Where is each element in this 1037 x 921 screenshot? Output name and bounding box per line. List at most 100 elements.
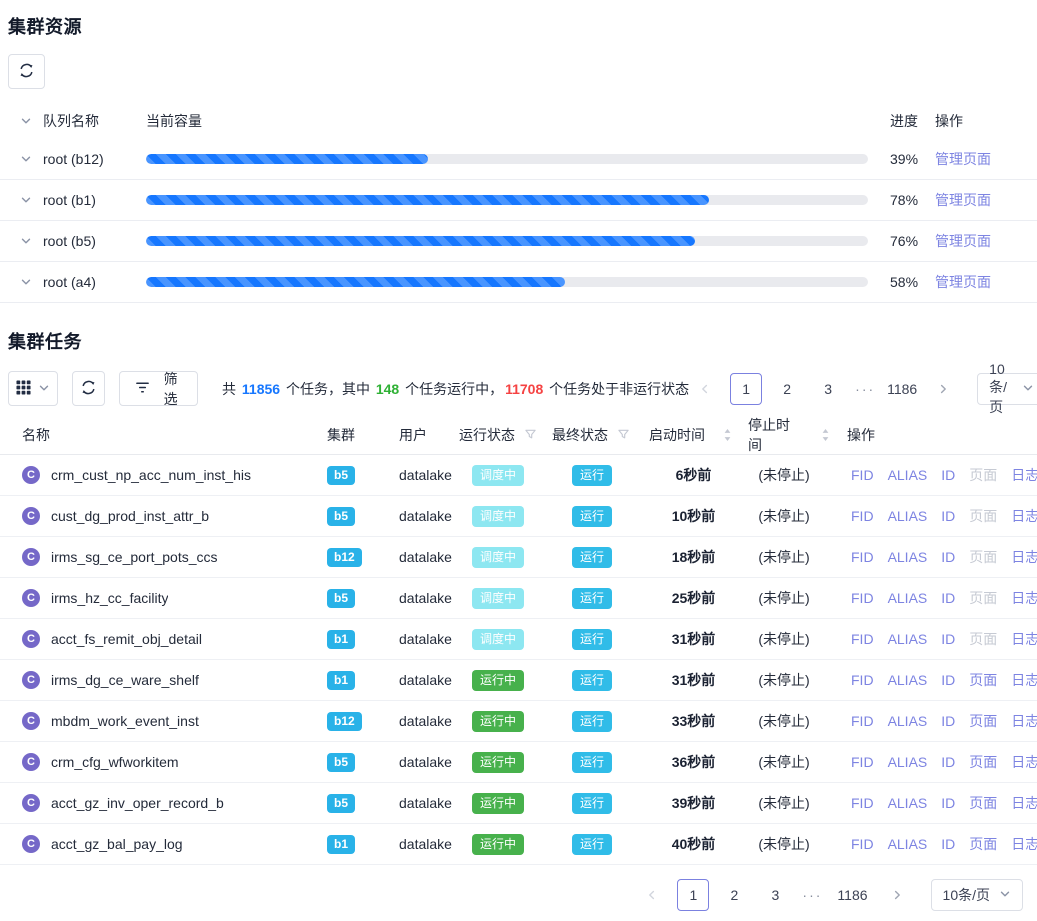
avatar: C: [22, 466, 40, 484]
column-config-button[interactable]: [8, 371, 58, 406]
op-fid-link[interactable]: FID: [851, 631, 874, 647]
cluster-badge: b1: [327, 834, 356, 854]
op-page-link[interactable]: 页面: [969, 754, 998, 770]
manage-page-link[interactable]: 管理页面: [935, 233, 991, 249]
start-time-cell: 40秒前: [671, 836, 716, 852]
avatar: C: [22, 794, 40, 812]
manage-page-link[interactable]: 管理页面: [935, 274, 991, 290]
prev-page-button[interactable]: [689, 373, 721, 405]
start-time-sorter-icon[interactable]: [723, 428, 732, 442]
op-id-link[interactable]: ID: [941, 836, 956, 852]
op-id-link[interactable]: ID: [941, 795, 956, 811]
avatar: C: [22, 671, 40, 689]
run-status-badge: 调度中: [472, 628, 525, 650]
run-status-badge: 调度中: [472, 546, 525, 568]
page-button-3[interactable]: 3: [824, 380, 833, 397]
page-button-2[interactable]: 2: [783, 380, 792, 397]
op-alias-link[interactable]: ALIAS: [887, 754, 928, 770]
summary-running-count: 148: [375, 380, 400, 397]
page-size-select[interactable]: 10条/页: [977, 361, 1037, 415]
grid-icon: [16, 379, 31, 398]
col-queue-name: 队列名称: [43, 113, 99, 129]
op-fid-link[interactable]: FID: [851, 508, 874, 524]
op-fid-link[interactable]: FID: [851, 836, 874, 852]
op-alias-link[interactable]: ALIAS: [887, 631, 928, 647]
page-button-3[interactable]: 3: [771, 887, 780, 903]
op-log-link[interactable]: 日志: [1011, 713, 1037, 729]
op-fid-link[interactable]: FID: [851, 590, 874, 606]
manage-page-link[interactable]: 管理页面: [935, 151, 991, 167]
op-alias-link[interactable]: ALIAS: [887, 467, 928, 483]
chevron-right-icon: [937, 383, 949, 395]
page-button-1[interactable]: 1: [730, 372, 763, 405]
op-alias-link[interactable]: ALIAS: [887, 672, 928, 688]
op-fid-link[interactable]: FID: [851, 467, 874, 483]
expand-chevron-icon[interactable]: [20, 276, 32, 288]
page-ellipsis[interactable]: ···: [802, 887, 823, 903]
op-log-link[interactable]: 日志: [1011, 508, 1037, 524]
cluster-badge: b5: [327, 465, 356, 485]
op-fid-link[interactable]: FID: [851, 795, 874, 811]
op-page-link[interactable]: 页面: [969, 713, 998, 729]
op-log-link[interactable]: 日志: [1011, 836, 1037, 852]
op-id-link[interactable]: ID: [941, 549, 956, 565]
next-page-button[interactable]: [881, 879, 913, 911]
expand-all-chevron-icon[interactable]: [20, 115, 32, 127]
next-page-button[interactable]: [927, 373, 959, 405]
op-id-link[interactable]: ID: [941, 754, 956, 770]
page-button-last[interactable]: 1186: [887, 380, 918, 397]
op-id-link[interactable]: ID: [941, 590, 956, 606]
op-page-link[interactable]: 页面: [969, 795, 998, 811]
task-table-row: C crm_cfg_wfworkitem b5 datalake 运行中 运行 …: [0, 742, 1037, 783]
op-id-link[interactable]: ID: [941, 508, 956, 524]
op-alias-link[interactable]: ALIAS: [887, 795, 928, 811]
final-status-filter-funnel-icon[interactable]: [617, 428, 630, 441]
op-log-link[interactable]: 日志: [1011, 631, 1037, 647]
filter-button[interactable]: 筛选: [119, 371, 198, 407]
op-alias-link[interactable]: ALIAS: [887, 836, 928, 852]
page-ellipsis[interactable]: ···: [855, 380, 876, 397]
refresh-icon: [81, 380, 96, 398]
stop-time-cell: (未停止): [758, 467, 810, 483]
op-log-link[interactable]: 日志: [1011, 467, 1037, 483]
row-actions: FID ALIAS ID 页面 日志: [830, 711, 1037, 731]
op-log-link[interactable]: 日志: [1011, 672, 1037, 688]
page-size-select[interactable]: 10条/页: [930, 879, 1023, 911]
resources-refresh-button[interactable]: [8, 54, 45, 89]
op-log-link[interactable]: 日志: [1011, 754, 1037, 770]
op-page-link[interactable]: 页面: [969, 836, 998, 852]
stop-time-sorter-icon[interactable]: [821, 428, 830, 442]
op-alias-link[interactable]: ALIAS: [887, 713, 928, 729]
prev-page-button[interactable]: [636, 879, 668, 911]
op-log-link[interactable]: 日志: [1011, 795, 1037, 811]
expand-chevron-icon[interactable]: [20, 194, 32, 206]
run-status-filter-funnel-icon[interactable]: [524, 428, 537, 441]
op-fid-link[interactable]: FID: [851, 713, 874, 729]
row-actions: FID ALIAS ID 页面 日志: [830, 793, 1037, 813]
op-log-link[interactable]: 日志: [1011, 549, 1037, 565]
page-button-last[interactable]: 1186: [837, 887, 868, 903]
op-fid-link[interactable]: FID: [851, 672, 874, 688]
op-id-link[interactable]: ID: [941, 713, 956, 729]
expand-chevron-icon[interactable]: [20, 153, 32, 165]
expand-chevron-icon[interactable]: [20, 235, 32, 247]
user-cell: datalake: [399, 590, 452, 606]
op-fid-link[interactable]: FID: [851, 549, 874, 565]
manage-page-link[interactable]: 管理页面: [935, 192, 991, 208]
op-alias-link[interactable]: ALIAS: [887, 549, 928, 565]
run-status-badge: 调度中: [472, 587, 525, 609]
op-id-link[interactable]: ID: [941, 467, 956, 483]
op-alias-link[interactable]: ALIAS: [887, 590, 928, 606]
tasks-refresh-button[interactable]: [71, 371, 106, 406]
op-alias-link[interactable]: ALIAS: [887, 508, 928, 524]
op-id-link[interactable]: ID: [941, 631, 956, 647]
op-id-link[interactable]: ID: [941, 672, 956, 688]
op-page-link[interactable]: 页面: [969, 672, 998, 688]
chevron-down-icon: [38, 381, 50, 397]
op-fid-link[interactable]: FID: [851, 754, 874, 770]
task-table-row: C cust_dg_prod_inst_attr_b b5 datalake 调…: [0, 496, 1037, 537]
page-button-2[interactable]: 2: [730, 887, 739, 903]
page-button-1[interactable]: 1: [677, 879, 710, 911]
op-log-link[interactable]: 日志: [1011, 590, 1037, 606]
task-summary: 共 11856 个任务，其中 148 个任务运行中， 11708 个任务处于非运行…: [222, 379, 689, 399]
